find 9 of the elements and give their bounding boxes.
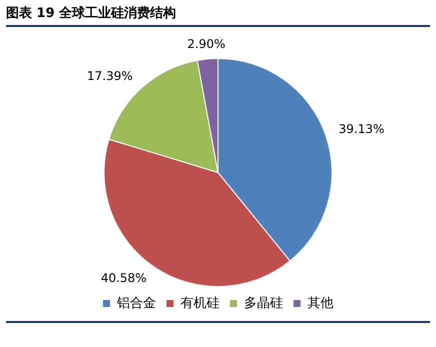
data-label: 17.39% [87, 69, 133, 84]
legend-label: 多晶硅 [244, 296, 283, 311]
data-label: 39.13% [338, 122, 384, 136]
legend-label: 有机硅 [180, 296, 220, 311]
data-label: 40.58% [100, 270, 147, 285]
chart-title: 图表 19 全球工业硅消费结构 [6, 4, 430, 27]
legend-label: 其他 [308, 296, 334, 311]
legend-label: 铝合金 [116, 296, 156, 311]
data-label: 2.90% [187, 37, 226, 52]
